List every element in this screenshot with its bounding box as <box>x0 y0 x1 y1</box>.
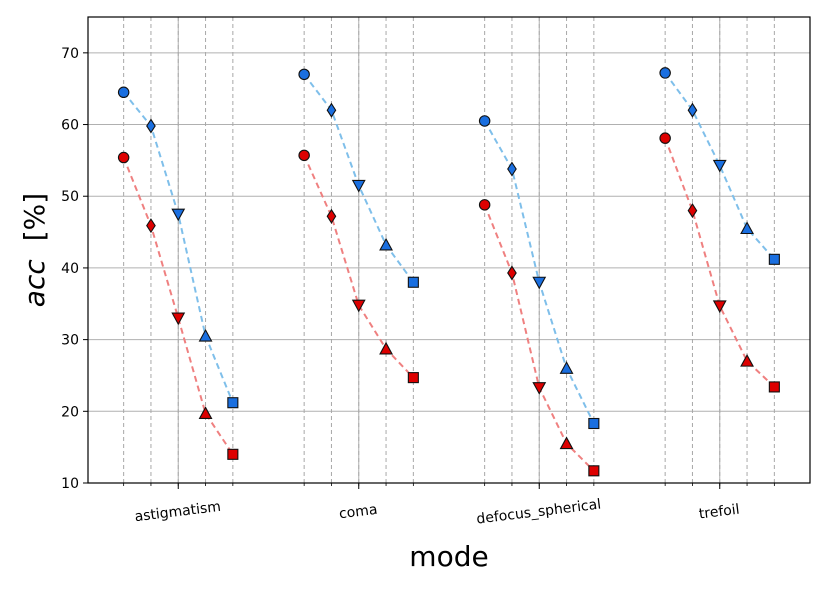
marker-square <box>588 417 600 430</box>
marker-diamond <box>146 118 156 134</box>
marker-circle <box>478 199 491 211</box>
y-tick-label: 20 <box>61 404 79 420</box>
marker-triangle-up <box>379 237 393 251</box>
y-axis-label-unit: [%] <box>18 193 51 241</box>
series-markers <box>117 67 780 477</box>
y-axis-label-quantity: acc <box>18 259 51 308</box>
x-tick-label: astigmatism <box>134 499 222 525</box>
marker-triangle-up <box>559 361 574 374</box>
y-tick-label: 50 <box>61 189 79 205</box>
x-axis-label: mode <box>409 540 488 573</box>
x-tick-label: coma <box>338 502 378 523</box>
marker-diamond <box>687 203 698 219</box>
marker-diamond <box>146 218 156 234</box>
marker-square <box>227 397 239 409</box>
marker-circle <box>298 149 310 162</box>
y-tick-label: 60 <box>61 118 79 134</box>
marker-square <box>588 465 600 477</box>
marker-circle <box>659 67 671 79</box>
marker-square <box>407 372 419 384</box>
y-tick-label: 10 <box>61 476 79 492</box>
marker-diamond <box>507 265 517 281</box>
marker-square <box>227 448 239 460</box>
marker-circle <box>117 151 130 164</box>
series-line <box>303 154 415 379</box>
marker-triangle-up <box>559 436 574 450</box>
marker-triangle-up <box>379 341 393 355</box>
marker-triangle-down <box>712 300 727 314</box>
marker-square <box>768 253 780 265</box>
marker-triangle-up <box>198 406 213 420</box>
marker-triangle-down <box>351 299 366 313</box>
x-tick-label: defocus_spherical <box>476 496 602 527</box>
marker-triangle-down <box>712 159 727 173</box>
marker-triangle-down <box>532 276 547 290</box>
marker-triangle-up <box>740 221 754 235</box>
marker-diamond <box>687 102 698 118</box>
marker-triangle-down <box>351 179 366 193</box>
marker-square <box>768 381 780 393</box>
marker-diamond <box>326 102 337 118</box>
y-tick-label: 30 <box>61 333 79 349</box>
series-line <box>122 157 234 455</box>
marker-triangle-down <box>171 312 186 326</box>
marker-circle <box>478 115 491 127</box>
y-axis-label: acc [%] <box>18 193 51 307</box>
y-tick-label: 70 <box>61 46 79 62</box>
marker-circle <box>298 68 310 81</box>
marker-circle <box>659 132 671 144</box>
marker-square <box>407 276 419 288</box>
grid <box>88 17 810 484</box>
y-tick-label: 40 <box>61 261 79 277</box>
marker-diamond <box>326 208 337 224</box>
marker-circle <box>117 86 130 99</box>
series-line <box>664 72 776 260</box>
series-line <box>664 137 776 388</box>
marker-triangle-down <box>532 382 547 395</box>
plot-frame <box>87 16 811 484</box>
marker-triangle-down <box>171 208 186 222</box>
marker-diamond <box>507 161 517 177</box>
marker-triangle-up <box>740 353 754 367</box>
x-tick-label: trefoil <box>698 502 740 523</box>
marker-triangle-up <box>198 328 213 342</box>
